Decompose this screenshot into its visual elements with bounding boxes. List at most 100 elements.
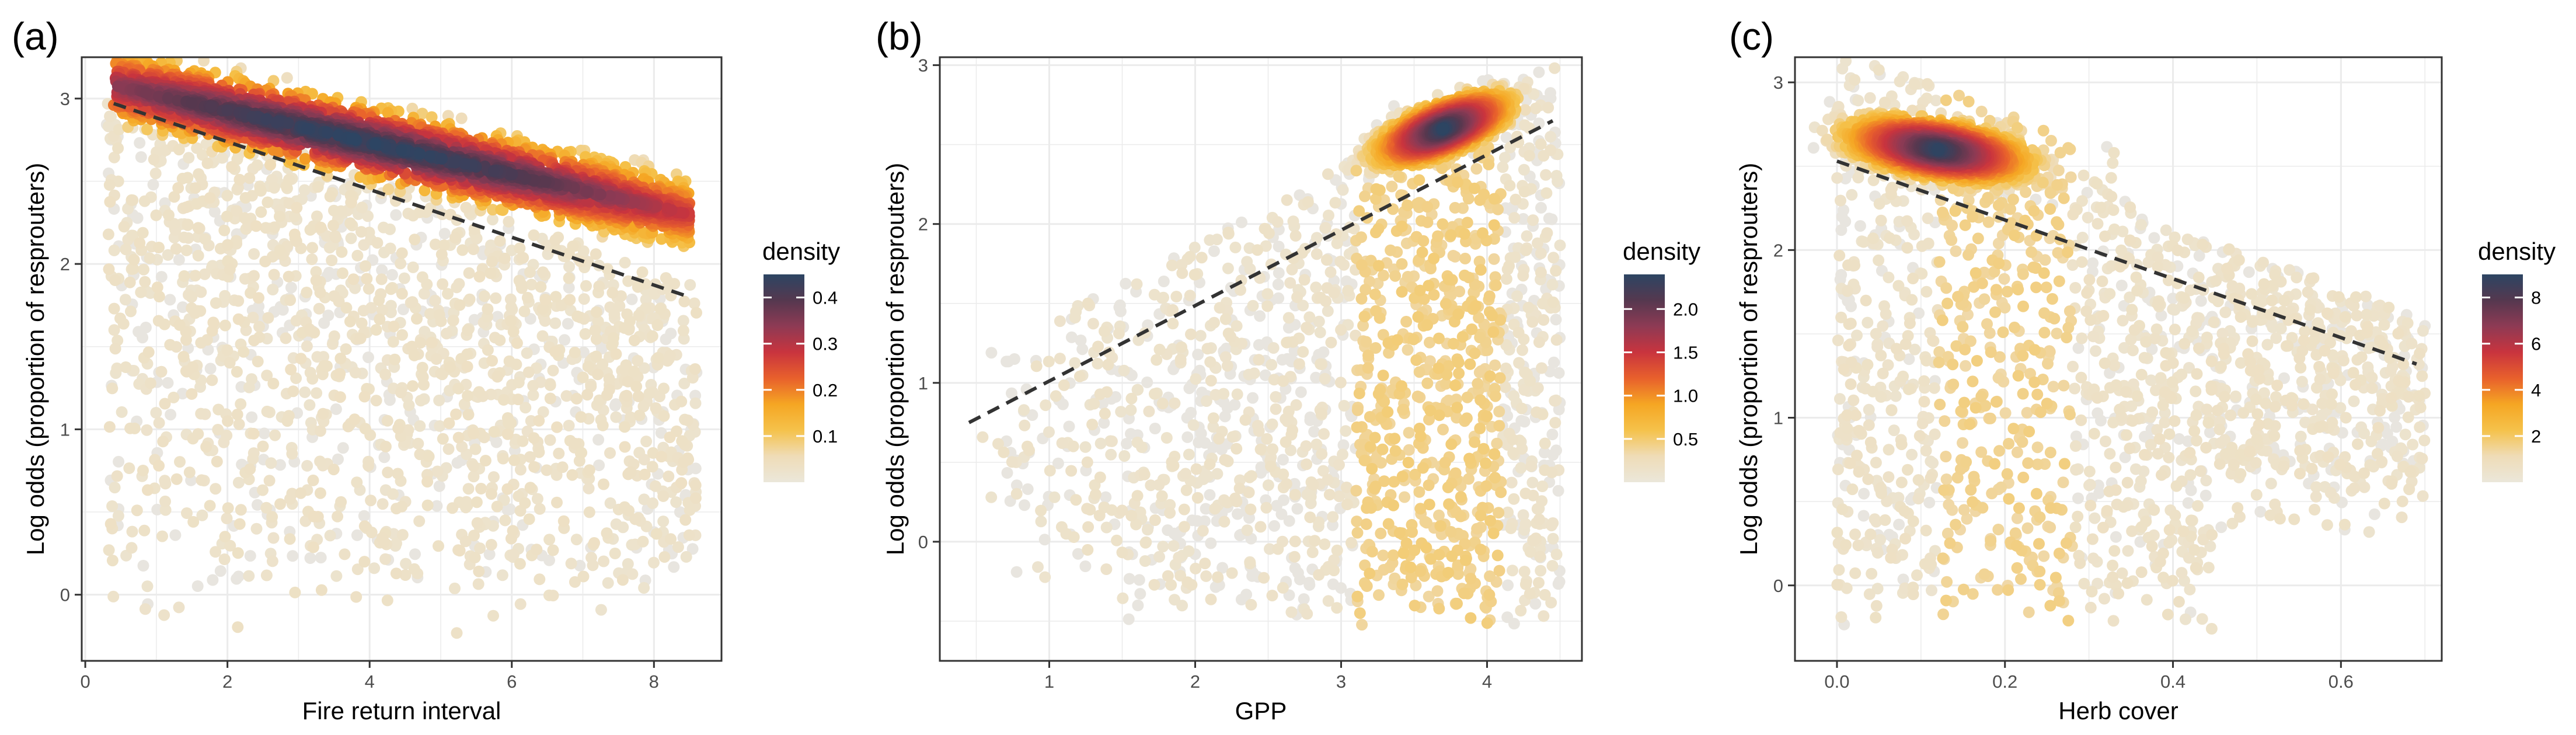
legend-tick-label: 0.4 [813, 288, 838, 308]
data-point [345, 232, 357, 245]
data-point [462, 324, 474, 336]
data-point [1268, 520, 1281, 532]
data-point [581, 389, 594, 401]
data-point [1304, 411, 1316, 423]
data-point [330, 570, 343, 582]
data-point [522, 366, 535, 378]
data-point [1535, 201, 1547, 214]
data-point [254, 184, 266, 196]
data-point [512, 393, 524, 406]
data-point [397, 304, 409, 315]
data-point [177, 301, 189, 313]
data-point [1310, 232, 1323, 244]
data-point [1340, 425, 1352, 437]
data-point [1241, 256, 1253, 268]
data-point [677, 315, 689, 327]
data-point [680, 551, 692, 563]
data-point [183, 152, 195, 164]
data-point [514, 464, 527, 476]
data-point [396, 247, 408, 259]
data-point [447, 502, 458, 514]
data-point [244, 550, 256, 562]
data-point [118, 221, 130, 233]
data-point [311, 210, 323, 222]
data-point [266, 511, 278, 523]
data-point [334, 353, 347, 364]
data-point [406, 296, 419, 308]
data-point [602, 577, 614, 589]
data-point [468, 427, 480, 440]
data-point [1247, 299, 1259, 312]
data-point [583, 506, 595, 518]
data-point [224, 263, 236, 276]
data-point [322, 127, 334, 139]
data-point [501, 504, 514, 516]
data-point [1545, 87, 1556, 99]
data-point [139, 276, 151, 288]
data-point [563, 281, 575, 294]
data-point [604, 190, 616, 202]
data-point [1298, 593, 1310, 605]
data-point [528, 229, 540, 241]
data-point [389, 353, 401, 365]
data-point [456, 441, 468, 453]
data-point [274, 498, 286, 510]
data-point [323, 242, 336, 254]
data-point [250, 522, 263, 535]
data-point [660, 272, 672, 284]
data-point [619, 441, 631, 453]
data-point [646, 461, 658, 473]
data-point [346, 133, 358, 145]
data-point [411, 313, 423, 325]
data-point [204, 192, 216, 204]
data-point [301, 340, 313, 353]
data-point [463, 267, 475, 279]
data-point [678, 295, 691, 308]
data-point [1208, 245, 1220, 257]
data-point [399, 569, 412, 581]
data-point [582, 360, 594, 372]
data-point [318, 360, 330, 372]
data-point [370, 395, 382, 407]
data-point [1519, 518, 1532, 530]
data-point [474, 542, 486, 555]
data-point [675, 395, 688, 407]
data-point [609, 399, 621, 412]
data-point [688, 297, 700, 309]
data-point [137, 465, 149, 476]
data-point [153, 417, 165, 429]
data-point [169, 529, 182, 541]
data-point [416, 107, 428, 120]
data-point [406, 340, 418, 353]
data-point [307, 474, 319, 486]
data-point [1176, 600, 1188, 612]
data-point [449, 582, 461, 594]
data-point [604, 447, 616, 459]
data-point [468, 460, 480, 472]
data-point [1236, 216, 1247, 228]
data-point [539, 294, 552, 305]
data-point [125, 305, 137, 318]
data-point [462, 409, 475, 421]
data-point [176, 388, 189, 400]
data-point [355, 226, 367, 238]
data-point [178, 231, 190, 243]
data-point [378, 451, 391, 464]
data-point [358, 510, 370, 522]
data-point [119, 294, 131, 306]
data-point [1052, 457, 1064, 469]
data-point [108, 151, 120, 163]
data-point [1207, 441, 1219, 454]
data-point [1327, 519, 1338, 531]
data-point [1035, 515, 1047, 528]
data-point [523, 513, 535, 525]
data-point [196, 474, 208, 486]
x-tick-label: 4 [365, 671, 375, 692]
data-point [147, 179, 159, 191]
y-axis-title: Log odds (proportion of resprouters) [22, 163, 49, 555]
data-point [144, 252, 156, 264]
data-point [358, 520, 371, 532]
data-point [1270, 391, 1282, 403]
data-point [159, 398, 171, 410]
